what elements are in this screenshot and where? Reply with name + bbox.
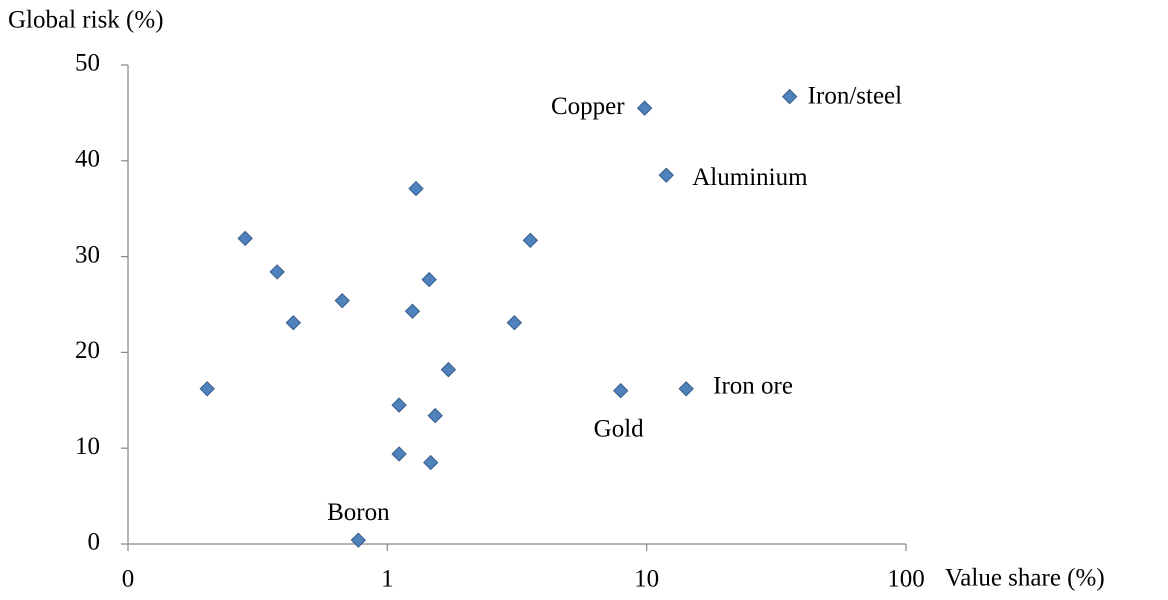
point: [404, 303, 421, 319]
point: [423, 454, 439, 471]
y-axis-title: Global risk (%): [8, 7, 164, 34]
y-tick-label: 30: [75, 241, 100, 268]
x-tick-label: 1: [381, 566, 394, 593]
point: [612, 383, 629, 399]
y-tick-label: 50: [75, 50, 100, 77]
point-label: Iron/steel: [808, 82, 902, 109]
point: [391, 397, 407, 413]
point: [285, 314, 302, 331]
point: [522, 232, 539, 249]
y-tick-label: 20: [75, 337, 100, 364]
point: [334, 292, 350, 309]
point: [636, 100, 653, 116]
point: [199, 381, 215, 397]
point-label: Iron ore: [713, 373, 793, 400]
y-tick-label: 0: [88, 529, 101, 556]
y-tick-label: 10: [75, 433, 100, 460]
point: [421, 271, 437, 288]
point-label: Copper: [551, 93, 625, 120]
point-label: Gold: [594, 415, 645, 442]
x-tick-label: 0: [122, 566, 135, 593]
x-tick-label: 100: [887, 566, 925, 593]
point: [350, 532, 367, 548]
x-tick-label: 10: [634, 566, 659, 593]
point: [658, 167, 674, 183]
x-axis-title: Value share (%): [945, 565, 1105, 592]
point: [506, 314, 523, 331]
point-label: Aluminium: [692, 164, 808, 191]
point: [427, 407, 443, 424]
point: [408, 180, 424, 197]
y-tick-label: 40: [75, 146, 100, 173]
point: [237, 230, 253, 247]
point: [269, 264, 285, 280]
point: [391, 446, 407, 462]
point: [440, 361, 457, 378]
point: [678, 381, 694, 397]
point-label: Boron: [327, 499, 390, 526]
point: [781, 88, 798, 105]
